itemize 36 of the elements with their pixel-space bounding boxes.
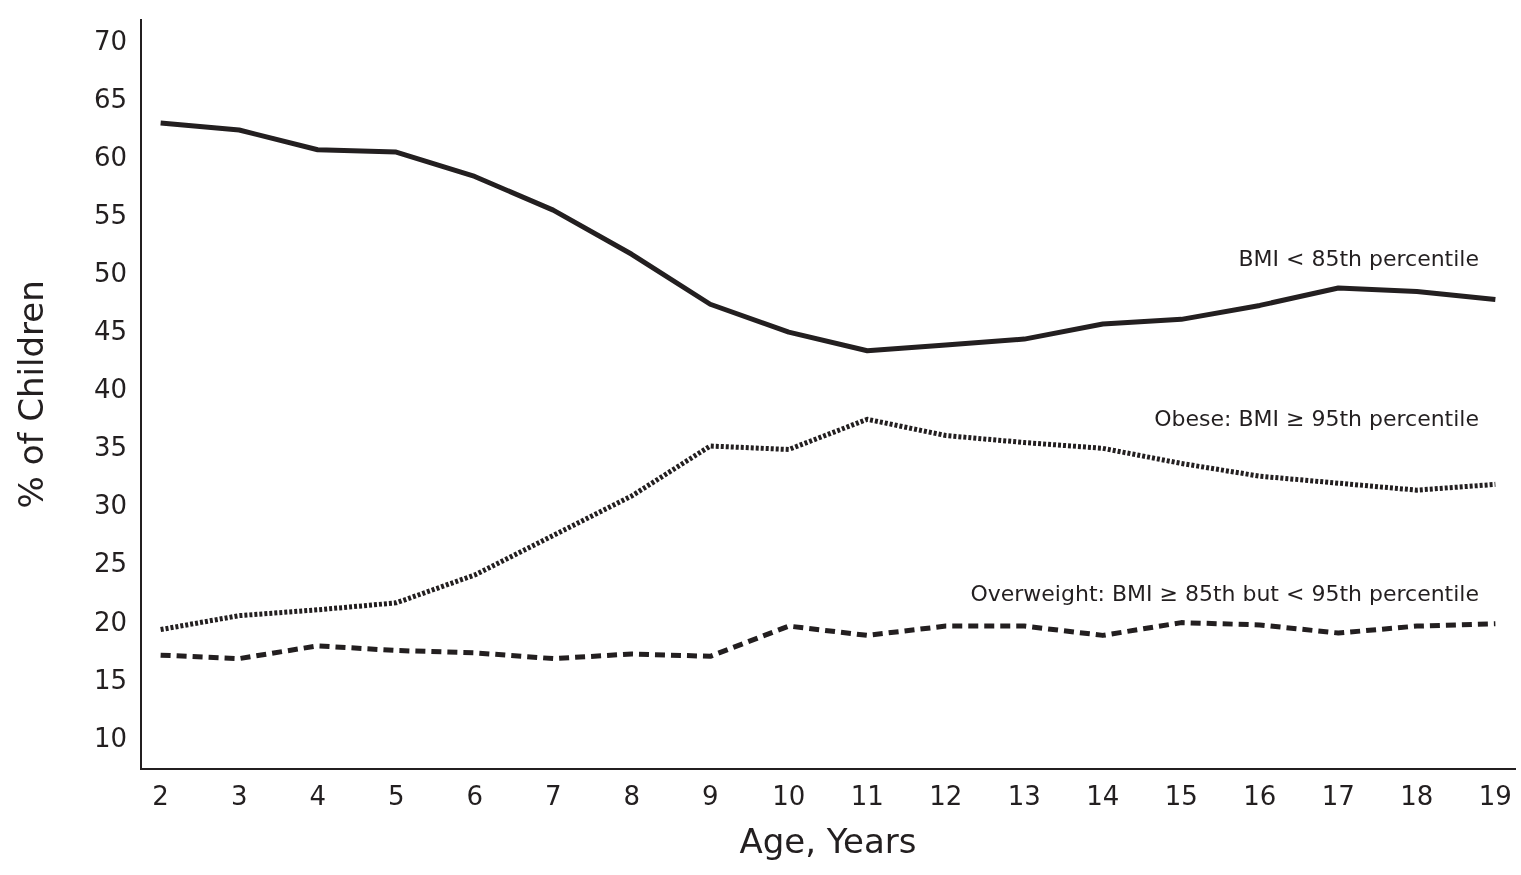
x-tick-label: 13 xyxy=(1007,781,1041,812)
x-tick-label: 3 xyxy=(230,781,248,812)
x-tick-label: 11 xyxy=(850,781,884,812)
x-tick-label: 19 xyxy=(1478,781,1512,812)
y-tick-label: 65 xyxy=(93,83,127,114)
x-tick-label: 18 xyxy=(1400,781,1434,812)
y-tick-label: 45 xyxy=(93,316,127,347)
y-tick-label: 40 xyxy=(93,374,127,405)
x-tick-label: 12 xyxy=(929,781,963,812)
x-tick-label: 4 xyxy=(309,781,326,812)
y-tick-label: 35 xyxy=(93,432,127,463)
x-tick-label: 17 xyxy=(1321,781,1355,812)
y-tick-label: 30 xyxy=(93,490,127,521)
y-axis-title: % of Children xyxy=(11,280,52,509)
x-tick-label: 5 xyxy=(387,781,405,812)
y-tick-label: 50 xyxy=(93,257,127,288)
x-tick-label: 16 xyxy=(1243,781,1277,812)
y-tick-label: 70 xyxy=(93,25,127,56)
x-tick-label: 10 xyxy=(772,781,806,812)
y-tick-label: 55 xyxy=(93,199,127,230)
y-tick-label: 20 xyxy=(93,606,127,637)
x-tick-label: 6 xyxy=(466,781,483,812)
x-tick-label: 14 xyxy=(1086,781,1120,812)
series-label: Overweight: BMI ≥ 85th but < 95th percentile xyxy=(970,580,1479,606)
x-tick-label: 2 xyxy=(152,781,169,812)
x-tick-label: 15 xyxy=(1164,781,1198,812)
x-tick-label: 8 xyxy=(623,781,640,812)
y-tick-label: 15 xyxy=(93,664,127,695)
series-label: Obese: BMI ≥ 95th percentile xyxy=(1154,406,1479,432)
y-tick-label: 60 xyxy=(93,141,127,172)
x-tick-label: 9 xyxy=(701,781,719,812)
y-tick-label: 25 xyxy=(93,548,127,579)
series-label: BMI < 85th percentile xyxy=(1238,245,1479,271)
x-axis-title: Age, Years xyxy=(739,821,917,862)
x-tick-label: 7 xyxy=(544,781,562,812)
y-tick-label: 10 xyxy=(93,722,127,753)
